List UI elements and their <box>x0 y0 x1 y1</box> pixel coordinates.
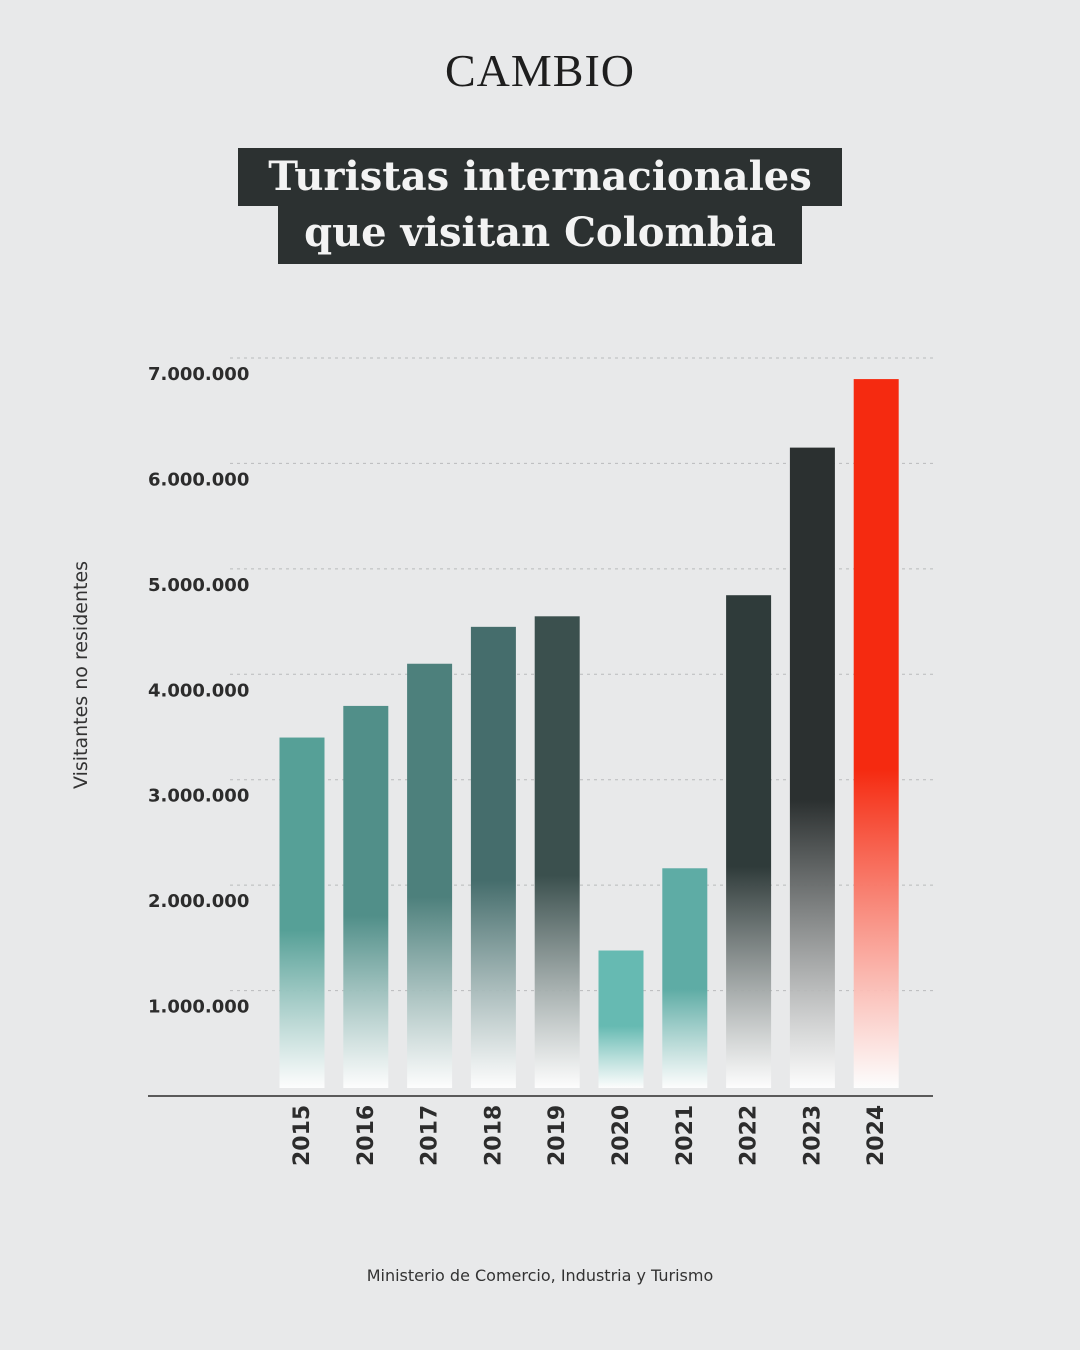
y-tick-label: 3.000.000 <box>148 786 249 807</box>
y-tick-labels: 1.000.000 2.000.000 3.000.000 4.000.000 5.00… <box>148 364 249 1018</box>
bar-2015 <box>279 737 325 1088</box>
y-tick-label: 1.000.000 <box>148 997 249 1018</box>
grid-lines <box>230 357 933 992</box>
x-tick-labels: 2015 2016 2017 2018 2019 2020 2021 2022 2023 2024 <box>290 1105 889 1166</box>
bar-2023 <box>789 447 835 1089</box>
x-tick-label: 2023 <box>800 1105 825 1166</box>
bar-2020 <box>598 950 644 1088</box>
chart-title: Turistas internacionales que visitan Col… <box>0 148 1080 264</box>
x-tick-label: 2021 <box>673 1105 698 1166</box>
x-tick-label: 2020 <box>609 1105 634 1166</box>
bar-2017 <box>407 663 453 1088</box>
x-tick-label: 2015 <box>290 1105 315 1166</box>
bar-2024 <box>853 379 899 1089</box>
bar-2022 <box>726 595 772 1088</box>
bar-2016 <box>343 705 389 1088</box>
x-tick-label: 2019 <box>545 1105 570 1166</box>
x-tick-label: 2018 <box>481 1105 506 1166</box>
y-tick-label: 7.000.000 <box>148 364 249 385</box>
bar-2018 <box>470 626 516 1088</box>
title-line-1: Turistas internacionales <box>238 148 842 206</box>
x-tick-label: 2017 <box>418 1105 443 1166</box>
title-line-2: que visitan Colombia <box>278 206 802 264</box>
x-tick-label: 2022 <box>737 1105 762 1166</box>
source-note: Ministerio de Comercio, Industria y Turi… <box>366 1266 714 1285</box>
y-tick-label: 4.000.000 <box>148 680 249 701</box>
y-tick-label: 2.000.000 <box>148 891 249 912</box>
y-tick-label: 5.000.000 <box>148 575 249 596</box>
bar-2019 <box>534 616 580 1088</box>
x-tick-label: 2016 <box>354 1105 379 1166</box>
y-axis-label: Visitantes no residentes <box>70 561 92 789</box>
bar-2021 <box>662 868 708 1088</box>
x-tick-label: 2024 <box>864 1105 889 1166</box>
brand-logo: CAMBIO <box>444 45 636 96</box>
bars <box>279 379 899 1089</box>
y-tick-label: 6.000.000 <box>148 469 249 490</box>
